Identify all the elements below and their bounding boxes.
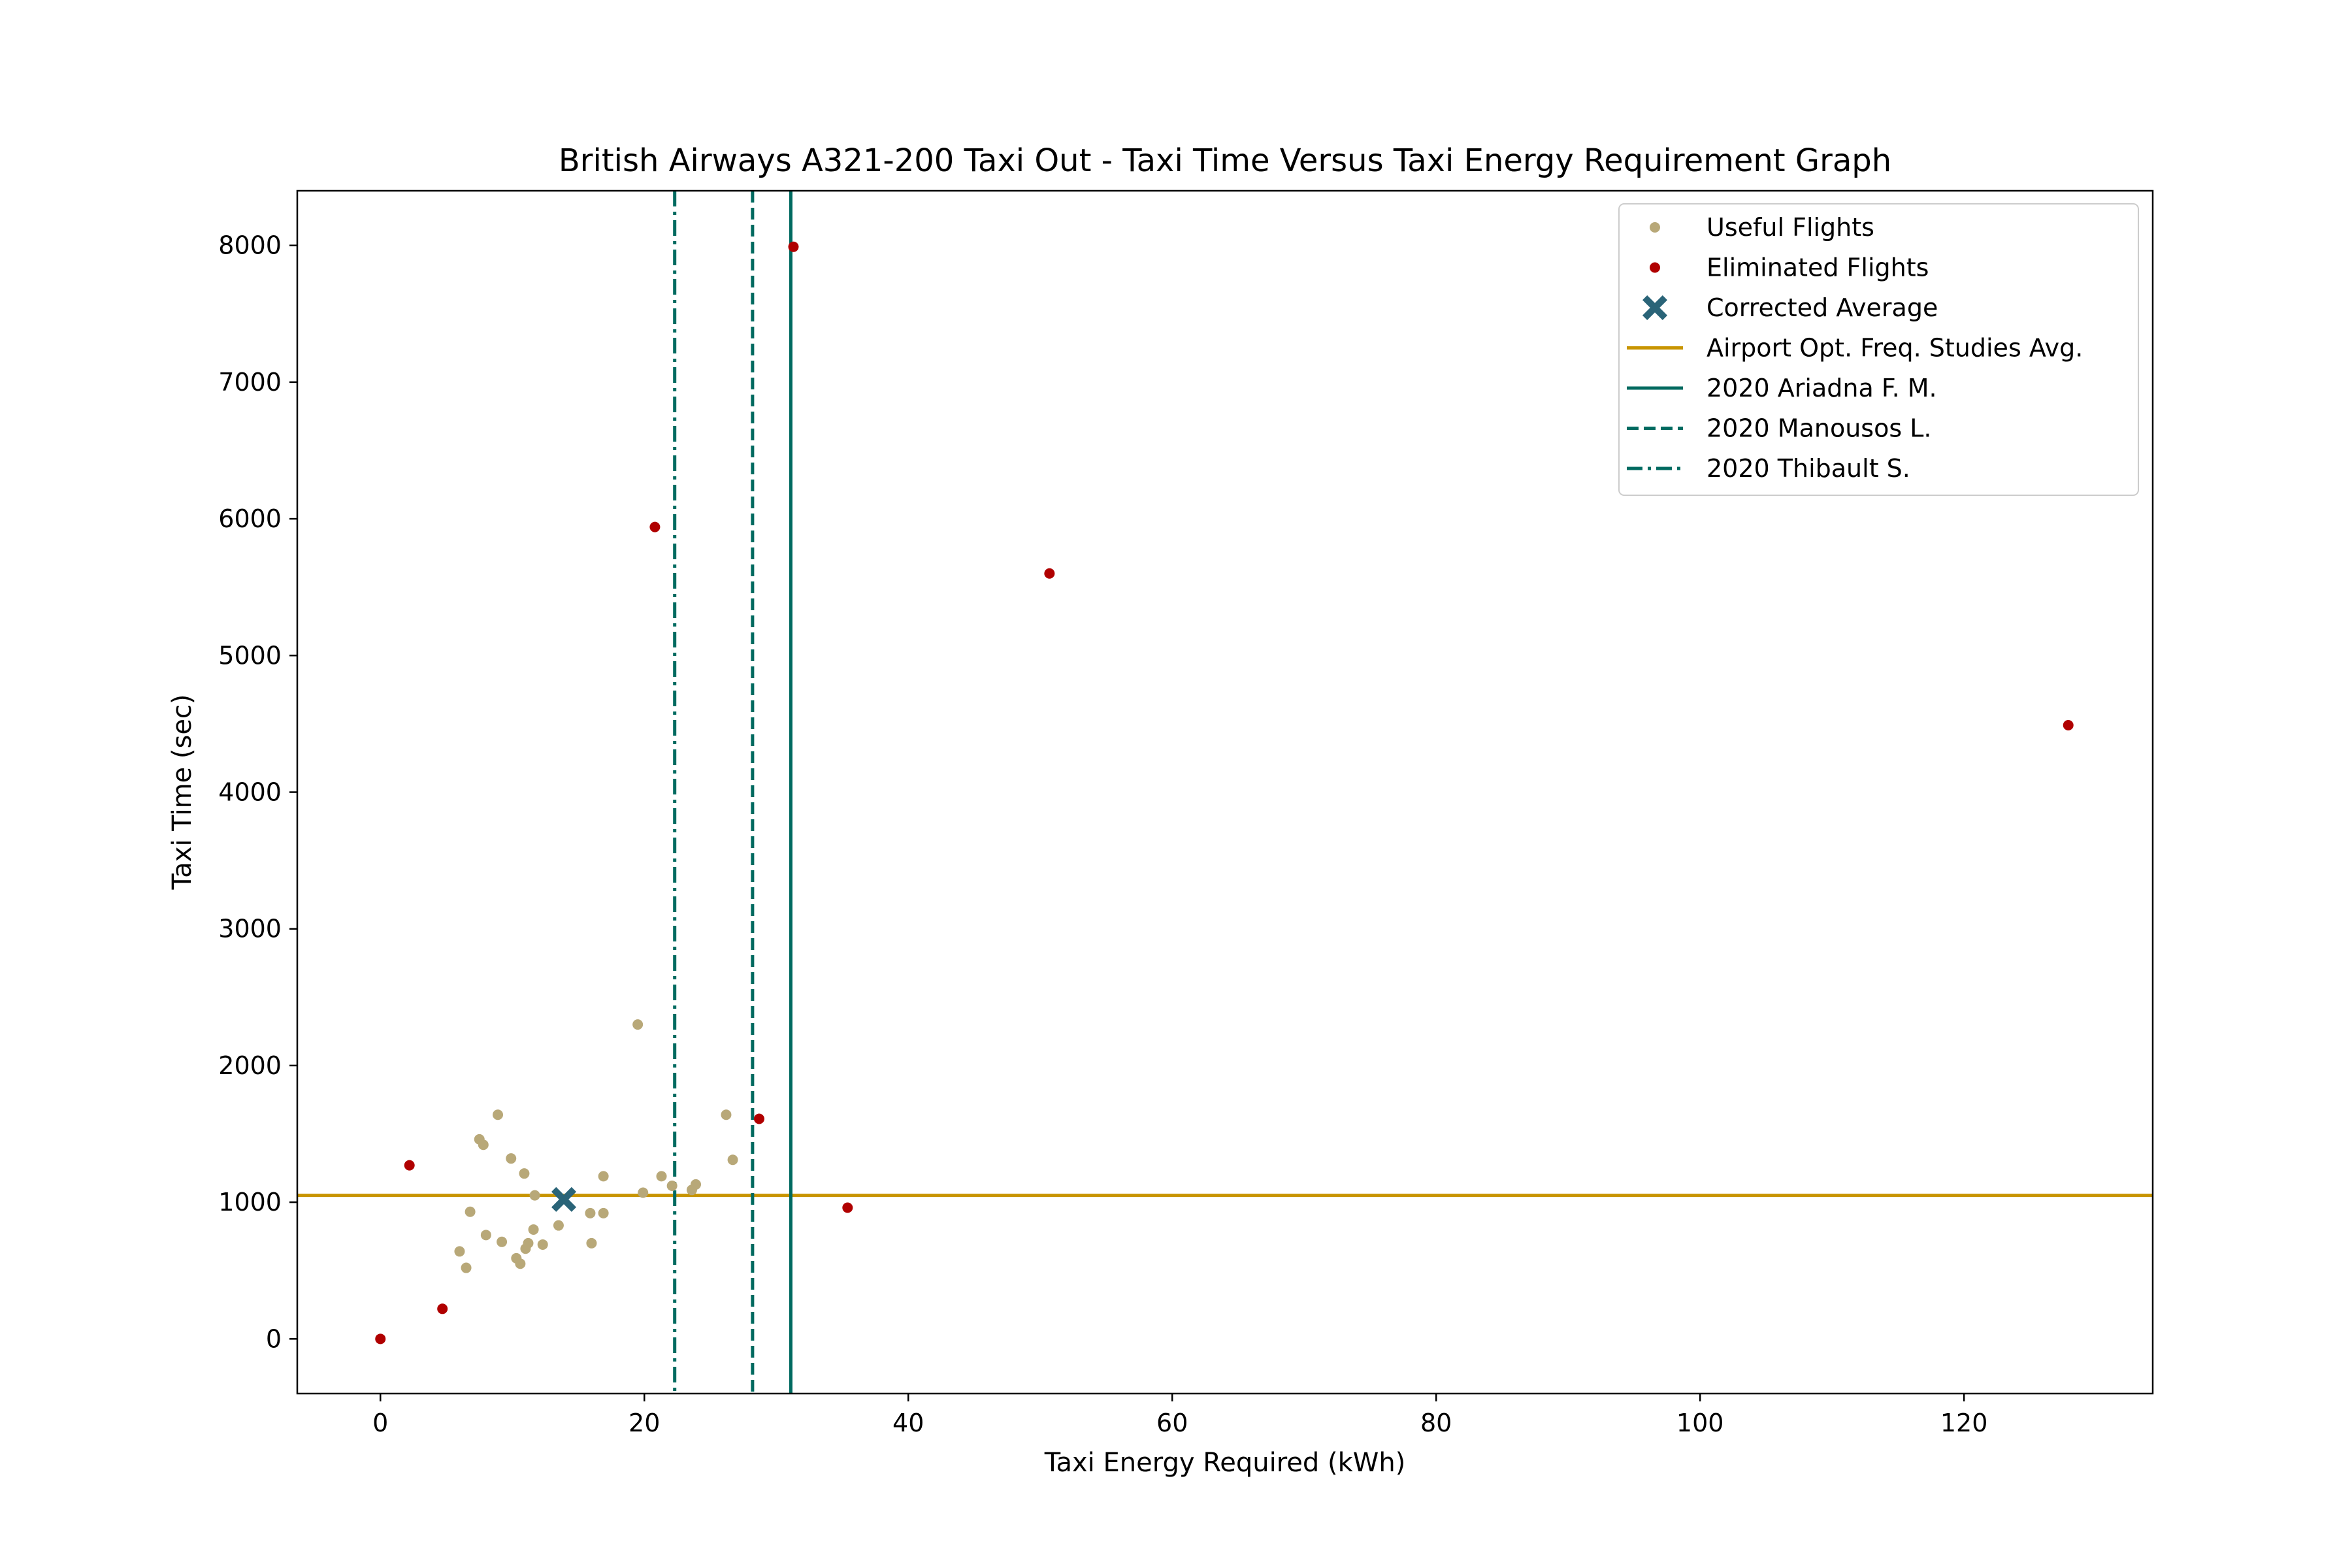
x-axis-label: Taxi Energy Required (kWh) [1044, 1448, 1406, 1478]
data-point-s0-19 [586, 1237, 597, 1249]
data-point-s0-29 [727, 1154, 738, 1166]
y-tick-label-3: 3000 [218, 915, 282, 943]
y-axis-label: Taxi Time (sec) [167, 694, 197, 890]
data-point-s0-27 [691, 1179, 702, 1190]
data-point-s0-4 [478, 1139, 489, 1151]
legend-swatch-2 [1642, 295, 1667, 320]
y-tick-label-6: 6000 [218, 504, 282, 533]
data-point-s0-23 [638, 1187, 649, 1198]
data-point-s0-28 [721, 1109, 732, 1120]
data-point-s0-22 [632, 1019, 644, 1030]
data-point-s0-21 [598, 1207, 609, 1218]
x-tick-label-1: 20 [629, 1409, 660, 1437]
y-tick-label-7: 7000 [218, 368, 282, 397]
legend-label-2: Corrected Average [1707, 293, 1938, 322]
data-point-s1-5 [788, 241, 799, 252]
legend-label-1: Eliminated Flights [1707, 253, 1929, 282]
y-tick-label-2: 2000 [218, 1051, 282, 1080]
legend-swatch-0 [1650, 222, 1660, 233]
data-point-s0-5 [480, 1230, 491, 1241]
data-point-s1-4 [753, 1113, 764, 1124]
data-point-s0-14 [528, 1224, 539, 1235]
x-tick-label-5: 100 [1676, 1409, 1724, 1437]
x-tick-label-3: 60 [1156, 1409, 1188, 1437]
y-tick-label-8: 8000 [218, 231, 282, 260]
data-point-s0-15 [529, 1190, 540, 1201]
data-point-s0-6 [493, 1109, 504, 1120]
plot-area [297, 191, 2153, 1394]
data-point-s0-7 [497, 1236, 508, 1247]
data-point-s0-17 [553, 1220, 564, 1231]
data-point-s0-16 [537, 1239, 548, 1250]
legend-label-0: Useful Flights [1707, 213, 1874, 242]
legend: Useful Flights Eliminated Flights Correcte… [1618, 203, 2139, 496]
data-point-s1-2 [437, 1303, 448, 1315]
x-tick-label-0: 0 [372, 1409, 388, 1437]
data-point-s0-1 [461, 1262, 472, 1273]
data-point-s0-18 [585, 1207, 596, 1218]
x-axis: 0 20 40 60 80 100 120 [372, 1394, 1987, 1437]
y-tick-label-4: 4000 [218, 778, 282, 807]
legend-label-6: 2020 Thibault S. [1707, 454, 1910, 483]
data-point-s1-1 [404, 1160, 415, 1171]
legend-label-4: 2020 Ariadna F. M. [1707, 374, 1937, 402]
data-point-s0-11 [519, 1168, 530, 1179]
x-tick-label-2: 40 [892, 1409, 924, 1437]
data-point-s1-0 [375, 1333, 386, 1345]
data-point-s0-13 [523, 1237, 534, 1249]
average-marker-0 [551, 1186, 577, 1212]
data-point-s0-24 [656, 1171, 667, 1182]
data-point-s1-3 [649, 521, 661, 532]
y-axis: 0 1000 2000 3000 4000 5000 6000 7000 8000 [218, 231, 297, 1353]
legend-frame [1618, 203, 2139, 496]
data-point-s0-0 [454, 1246, 465, 1257]
data-point-s0-8 [506, 1153, 517, 1164]
data-point-s1-7 [1044, 568, 1055, 579]
y-tick-label-0: 0 [266, 1324, 282, 1353]
y-tick-label-5: 5000 [218, 641, 282, 670]
y-tick-label-1: 1000 [218, 1188, 282, 1217]
chart-title: British Airways A321-200 Taxi Out - Taxi… [559, 142, 1891, 179]
data-point-s0-10 [515, 1258, 526, 1269]
data-point-s1-6 [842, 1202, 853, 1213]
x-tick-label-6: 120 [1940, 1409, 1988, 1437]
legend-label-3: Airport Opt. Freq. Studies Avg. [1707, 334, 2083, 363]
data-point-s1-8 [2063, 719, 2074, 730]
data-point-s0-2 [465, 1206, 476, 1217]
legend-swatch-1 [1650, 262, 1660, 273]
data-point-s0-25 [666, 1181, 678, 1192]
data-point-s0-20 [598, 1171, 609, 1182]
legend-label-5: 2020 Manousos L. [1707, 414, 1931, 443]
x-tick-label-4: 80 [1420, 1409, 1452, 1437]
